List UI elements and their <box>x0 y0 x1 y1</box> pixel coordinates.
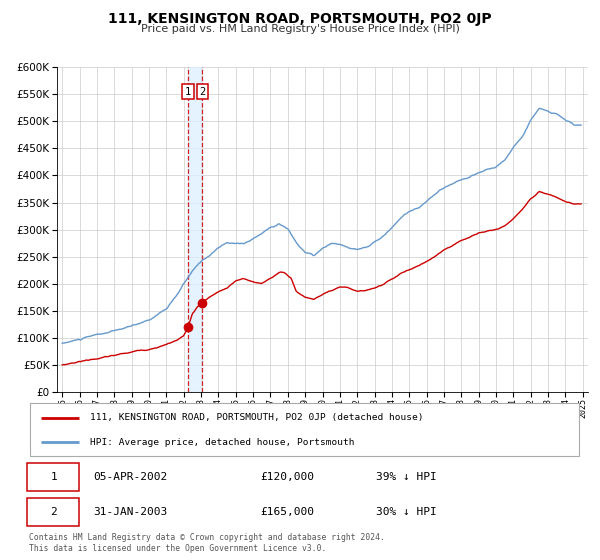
Text: 111, KENSINGTON ROAD, PORTSMOUTH, PO2 0JP: 111, KENSINGTON ROAD, PORTSMOUTH, PO2 0J… <box>108 12 492 26</box>
Text: 1: 1 <box>185 87 191 96</box>
Text: 30% ↓ HPI: 30% ↓ HPI <box>376 507 437 517</box>
FancyBboxPatch shape <box>27 498 79 526</box>
Text: 111, KENSINGTON ROAD, PORTSMOUTH, PO2 0JP (detached house): 111, KENSINGTON ROAD, PORTSMOUTH, PO2 0J… <box>91 413 424 422</box>
Text: £165,000: £165,000 <box>260 507 314 517</box>
Text: 1: 1 <box>50 472 57 482</box>
FancyBboxPatch shape <box>30 403 579 456</box>
Text: HPI: Average price, detached house, Portsmouth: HPI: Average price, detached house, Port… <box>91 437 355 446</box>
Text: 05-APR-2002: 05-APR-2002 <box>93 472 167 482</box>
Text: This data is licensed under the Open Government Licence v3.0.: This data is licensed under the Open Gov… <box>29 544 326 553</box>
Text: Price paid vs. HM Land Registry's House Price Index (HPI): Price paid vs. HM Land Registry's House … <box>140 24 460 34</box>
Text: 2: 2 <box>199 87 206 96</box>
Text: 2: 2 <box>50 507 57 517</box>
Text: Contains HM Land Registry data © Crown copyright and database right 2024.: Contains HM Land Registry data © Crown c… <box>29 533 385 542</box>
FancyBboxPatch shape <box>27 463 79 491</box>
Text: 31-JAN-2003: 31-JAN-2003 <box>93 507 167 517</box>
Bar <box>188 67 202 392</box>
Text: £120,000: £120,000 <box>260 472 314 482</box>
Text: 39% ↓ HPI: 39% ↓ HPI <box>376 472 437 482</box>
